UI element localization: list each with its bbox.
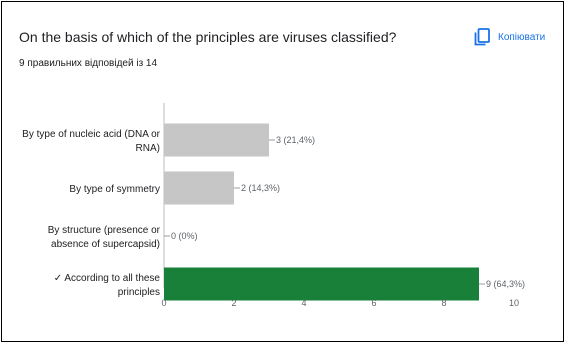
- copy-icon: [474, 28, 490, 46]
- category-label-3-line-2: absence of supercapsid): [51, 239, 160, 250]
- data-label-3: 0 (0%): [171, 231, 198, 241]
- question-title: On the basis of which of the principles …: [19, 29, 397, 45]
- data-label-2: 2 (14,3%): [241, 183, 280, 193]
- data-label-4: 9 (64,3%): [486, 279, 525, 289]
- category-label-2-line-1: By type of symmetry: [69, 184, 160, 195]
- x-tick-label-3: 4: [301, 298, 306, 308]
- copy-button-label: Копіювати: [498, 31, 546, 43]
- category-label-4-line-2: principles: [118, 287, 160, 298]
- x-tick-label-6: 10: [509, 298, 519, 308]
- copy-button[interactable]: Копіювати: [474, 26, 545, 48]
- x-tick-label-2: 2: [231, 298, 236, 308]
- x-tick-label-1: 0: [161, 298, 166, 308]
- category-label-1-line-1: By type of nucleic acid (DNA or: [22, 129, 161, 140]
- x-tick-label-4: 6: [371, 298, 376, 308]
- bar-4: [164, 267, 479, 301]
- category-label-1-line-2: RNA): [136, 143, 160, 154]
- category-label-3-line-1: By structure (presence or: [48, 225, 161, 236]
- x-tick-label-5: 8: [441, 298, 446, 308]
- data-label-1: 3 (21,4%): [276, 135, 315, 145]
- correct-count: 9 правильних відповідей із 14: [19, 58, 158, 69]
- bar-1: [164, 123, 269, 157]
- bar-2: [164, 171, 234, 205]
- category-label-4-line-1: ✓ According to all these: [54, 273, 161, 284]
